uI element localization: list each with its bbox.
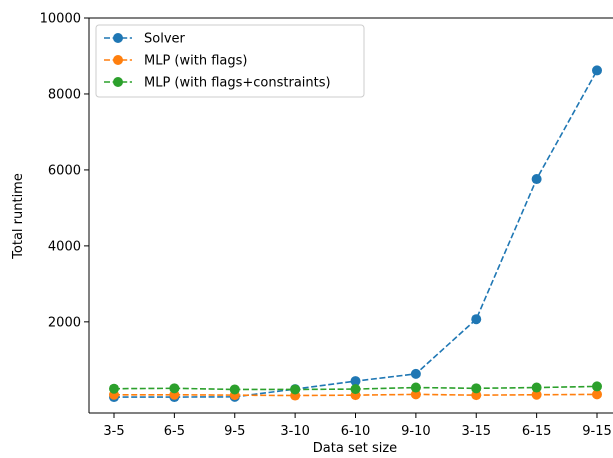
data-point	[592, 65, 602, 76]
y-tick-label: 4000	[48, 239, 81, 254]
x-tick-label: 6-10	[341, 424, 371, 439]
legend-box	[95, 24, 365, 98]
data-point	[471, 383, 482, 394]
y-tick-label: 8000	[48, 87, 81, 102]
x-tick-label: 9-15	[582, 424, 612, 439]
legend-marker	[113, 77, 123, 87]
y-tick-label: 10000	[40, 12, 81, 27]
x-tick-label: 3-10	[280, 424, 310, 439]
data-point	[471, 390, 482, 401]
data-point	[169, 383, 180, 394]
data-point	[410, 368, 421, 379]
data-point	[350, 384, 361, 395]
data-point	[109, 383, 119, 394]
y-tick-label: 2000	[48, 315, 81, 330]
data-point	[592, 381, 602, 392]
legend-label: Solver	[144, 32, 186, 47]
legend-label: MLP (with flags+constraints)	[144, 76, 331, 91]
data-point	[531, 382, 542, 393]
data-point	[410, 382, 421, 393]
data-point	[290, 384, 301, 395]
series-2	[109, 381, 602, 395]
x-tick-label: 6-15	[522, 424, 552, 439]
legend-marker	[113, 55, 123, 65]
data-point	[471, 314, 482, 325]
data-point	[592, 389, 602, 400]
legend-marker	[113, 33, 123, 43]
legend-item: MLP (with flags)	[104, 54, 247, 69]
data-point	[531, 174, 542, 185]
series-layer	[109, 65, 602, 403]
legend-item: MLP (with flags+constraints)	[104, 76, 331, 91]
y-tick-label: 6000	[48, 163, 81, 178]
series-line	[114, 70, 598, 398]
y-axis-label: Total runtime	[11, 173, 26, 260]
legend: Solver MLP (with flags) MLP (with flags+co…	[95, 24, 365, 98]
data-point	[410, 389, 421, 400]
x-tick-label: 6-5	[164, 424, 185, 439]
legend-item: Solver	[104, 32, 186, 47]
x-tick-label: 3-5	[103, 424, 124, 439]
legend-label: MLP (with flags)	[144, 54, 247, 69]
x-tick-label: 3-15	[461, 424, 491, 439]
x-tick-label: 9-10	[401, 424, 431, 439]
x-tick-label: 9-5	[224, 424, 245, 439]
data-point	[531, 389, 542, 400]
x-axis-label: Data set size	[313, 441, 397, 456]
series-0	[109, 65, 602, 403]
data-point	[350, 376, 361, 387]
data-point	[229, 384, 240, 395]
axes-layer: 2000 4000 6000 8000 10000 3-5 6-5 9-5 3-10 6-10 9-…	[40, 12, 613, 439]
